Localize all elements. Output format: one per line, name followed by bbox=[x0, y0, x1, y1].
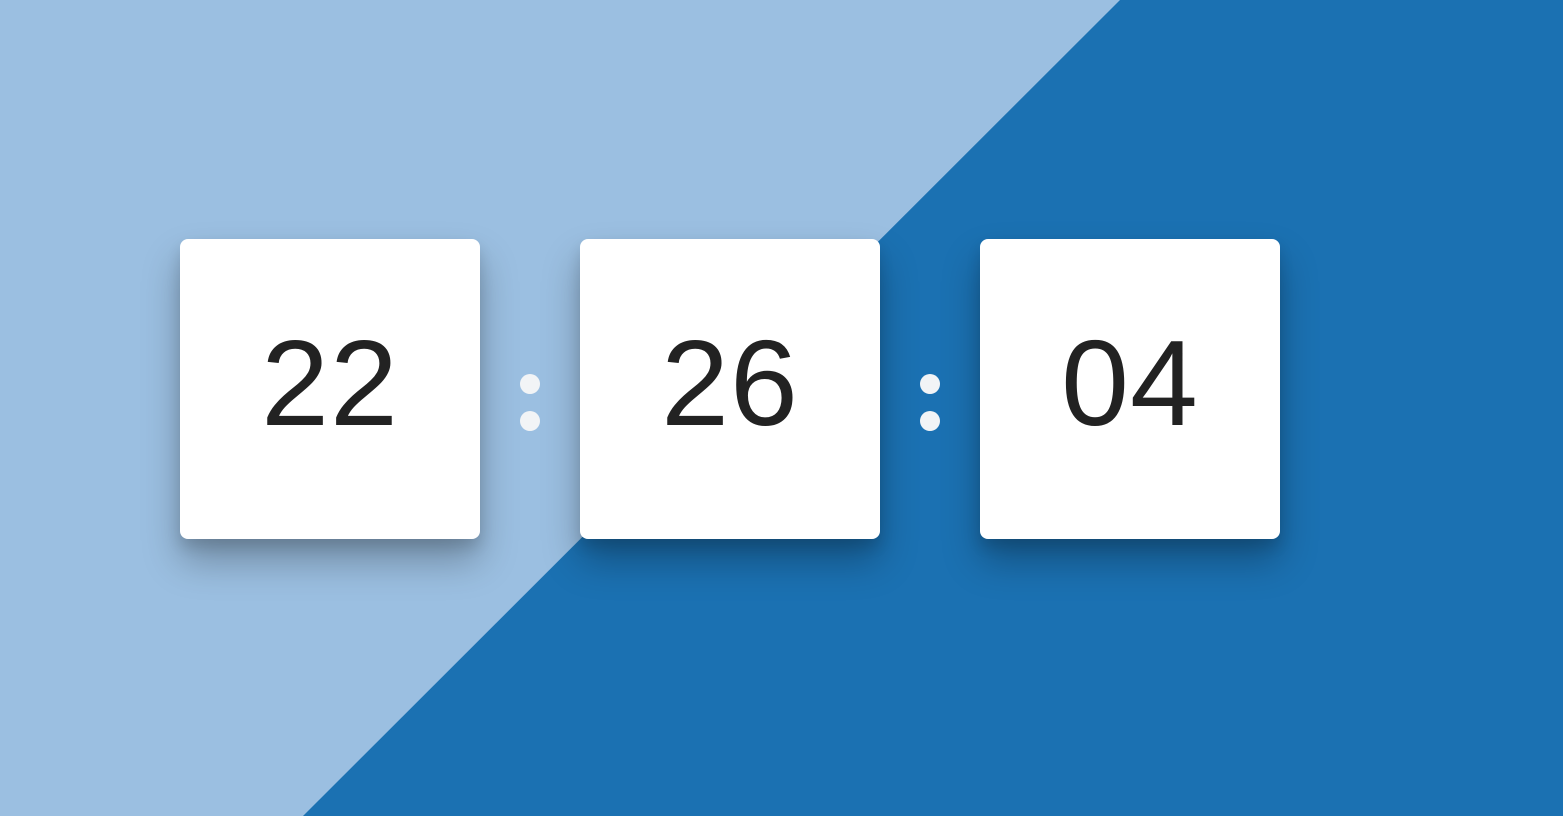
minutes-value: 26 bbox=[661, 315, 799, 451]
hours-value: 22 bbox=[261, 315, 399, 451]
minutes-seconds-separator bbox=[920, 374, 940, 432]
separator-dot-bottom bbox=[520, 411, 540, 431]
hours-minutes-separator bbox=[520, 374, 540, 432]
background-dark-region bbox=[303, 0, 1563, 816]
hours-card: 22 bbox=[180, 239, 480, 539]
separator-dot-top bbox=[520, 374, 540, 394]
seconds-value: 04 bbox=[1061, 315, 1199, 451]
minutes-card: 26 bbox=[580, 239, 880, 539]
separator-dot-bottom bbox=[920, 411, 940, 431]
seconds-card: 04 bbox=[980, 239, 1280, 539]
separator-dot-top bbox=[920, 374, 940, 394]
